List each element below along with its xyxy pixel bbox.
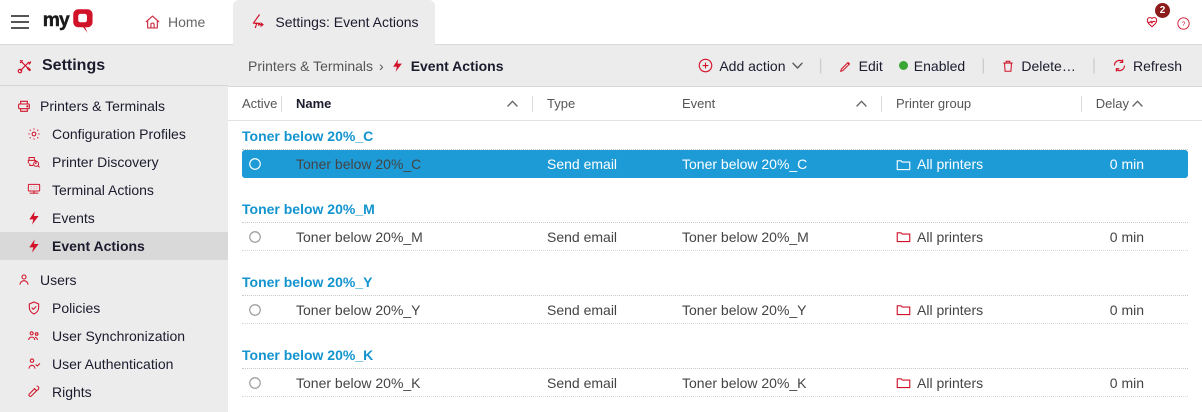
svg-text:?: ?: [1182, 21, 1186, 28]
svg-text:my: my: [43, 10, 70, 31]
